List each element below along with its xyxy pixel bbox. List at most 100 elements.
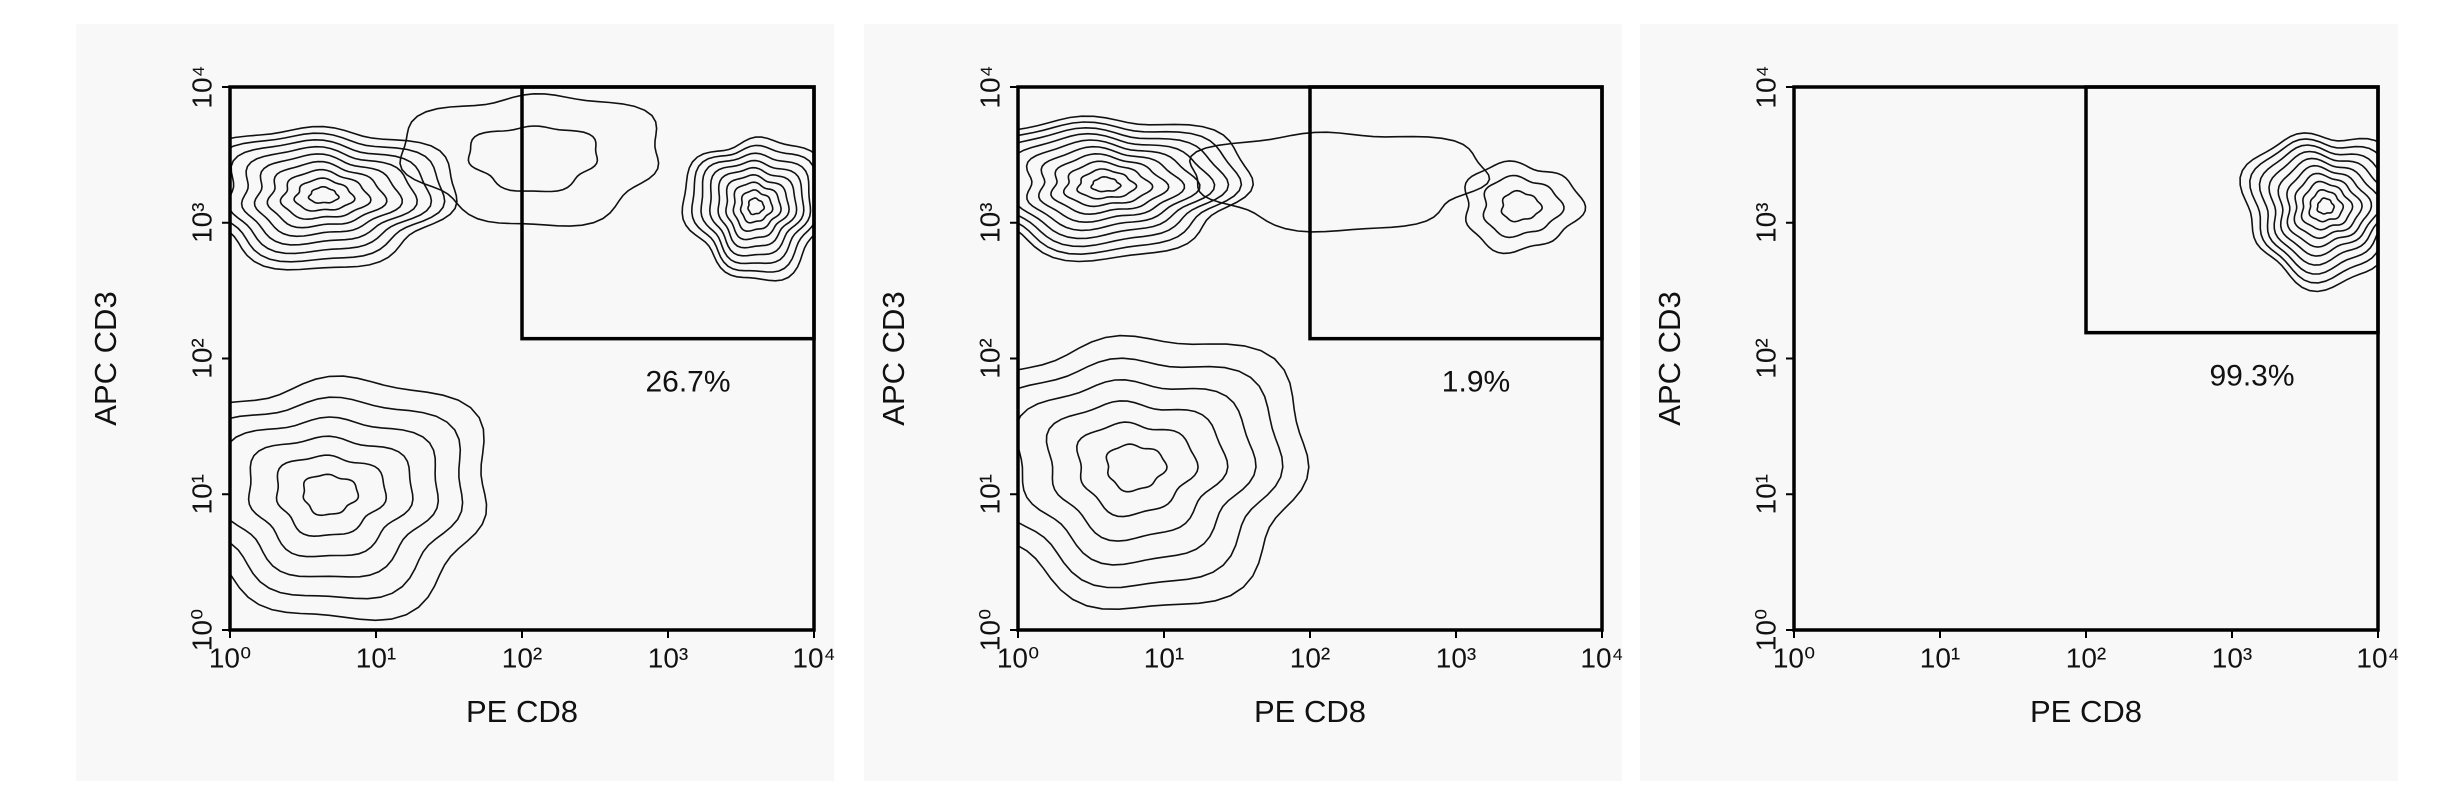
contour-line: [690, 144, 814, 273]
contour-line: [2308, 188, 2345, 223]
x-tick-label: 10²: [2066, 642, 2106, 673]
contour-line: [293, 177, 356, 212]
contour-line: [399, 92, 660, 227]
y-axis-title: APC CD3: [1652, 291, 1687, 425]
contour-line: [1018, 334, 1310, 611]
panel: 1.9% 10⁰ 10¹ 10² 10³ 10⁴ 10⁰ 10¹ 10² 10³ 10⁴ PE CD8…: [864, 24, 1624, 781]
x-tick-label: 10³: [2212, 642, 2252, 673]
contour-line: [302, 473, 360, 517]
contours: [1018, 115, 1587, 611]
contours: [230, 92, 814, 622]
y-tick-label: 10³: [186, 203, 217, 243]
contour-line: [2277, 157, 2378, 257]
x-tick-label: 10⁰: [209, 642, 251, 673]
y-tick-label: 10⁴: [186, 65, 217, 108]
panel: 26.7% 10⁰ 10¹ 10² 10³ 10⁴ 10⁰ 10¹ 10² 10³ 10⁴ PE CD…: [76, 24, 836, 781]
contour-line: [2248, 138, 2378, 284]
y-tick-label: 10¹: [186, 474, 217, 514]
y-tick-label: 10²: [974, 338, 1005, 378]
gate: [1308, 85, 1604, 341]
x-tick-label: 10¹: [1144, 642, 1184, 673]
contour-line: [2239, 132, 2378, 293]
x-tick-label: 10¹: [356, 642, 396, 673]
contour-line: [708, 159, 805, 257]
contour-line: [275, 454, 388, 538]
y-tick-label: 10³: [1750, 203, 1781, 243]
contour-line: [1188, 131, 1491, 233]
contour-line: [725, 173, 790, 241]
panel-background: [1640, 24, 2398, 781]
gate-label: 1.9%: [1442, 366, 1510, 399]
contour-line: [230, 125, 458, 271]
y-tick-label: 10²: [186, 338, 217, 378]
y-tick-label: 10⁰: [974, 609, 1005, 651]
contours: [2239, 132, 2378, 293]
contour-line: [230, 396, 464, 600]
y-axis-title: APC CD3: [88, 291, 123, 425]
x-tick-label: 10³: [1436, 642, 1476, 673]
x-tick-label: 10⁴: [2356, 642, 2399, 673]
contour-line: [732, 181, 782, 233]
y-tick-label: 10⁰: [186, 609, 217, 651]
contour-line: [1075, 421, 1199, 518]
panel-background: [864, 24, 1622, 781]
contour-line: [1037, 145, 1186, 224]
gate: [520, 85, 816, 341]
contour-line: [230, 132, 446, 263]
contour-line: [1482, 174, 1565, 239]
x-tick-label: 10⁴: [1580, 642, 1623, 673]
x-axis-title: PE CD8: [466, 694, 578, 729]
contour-line: [247, 435, 414, 558]
contour-line: [1018, 121, 1243, 256]
contour-line: [1018, 115, 1255, 263]
contour-line: [1500, 189, 1544, 223]
contour-line: [307, 186, 340, 204]
x-tick-label: 10³: [648, 642, 688, 673]
contour-line: [1076, 168, 1138, 200]
contour-line: [467, 125, 599, 193]
contour-line: [2286, 164, 2373, 248]
x-axis-title: PE CD8: [2030, 694, 2142, 729]
contour-line: [1025, 139, 1201, 232]
contour-line: [1018, 357, 1284, 589]
panel: 99.3% 10⁰ 10¹ 10² 10³ 10⁴ 10⁰ 10¹ 10² 10³ 10⁴ PE CD…: [1640, 24, 2400, 781]
contour-line: [1105, 443, 1168, 493]
contour-line: [240, 145, 419, 246]
contour-line: [700, 152, 812, 265]
x-tick-label: 10²: [1290, 642, 1330, 673]
contour-line: [253, 153, 404, 238]
contour-line: [2300, 180, 2354, 231]
y-tick-label: 10¹: [1750, 474, 1781, 514]
contour-line: [739, 189, 774, 224]
contour-line: [279, 168, 372, 221]
y-axis-title: APC CD3: [876, 291, 911, 425]
y-tick-label: 10⁰: [1750, 609, 1781, 651]
contour-line: [2293, 172, 2363, 240]
gate-label: 99.3%: [2209, 360, 2294, 393]
gate: [2084, 85, 2380, 335]
contour-line: [266, 160, 388, 229]
contour-line: [2316, 197, 2336, 215]
y-tick-label: 10⁴: [974, 65, 1005, 108]
x-axis-title: PE CD8: [1254, 694, 1366, 729]
contour-line: [2258, 144, 2378, 275]
gate-label: 26.7%: [645, 366, 730, 399]
contour-line: [230, 416, 440, 578]
contour-line: [717, 166, 798, 249]
contour-line: [1090, 175, 1122, 193]
y-tick-label: 10²: [1750, 338, 1781, 378]
contour-line: [1045, 400, 1229, 542]
contour-line: [747, 197, 765, 216]
x-tick-label: 10⁰: [997, 642, 1039, 673]
panel-background: [76, 24, 834, 781]
contour-line: [2268, 150, 2378, 266]
contour-line: [1062, 160, 1154, 208]
x-tick-label: 10⁰: [1773, 642, 1815, 673]
contour-line: [1018, 378, 1257, 566]
y-tick-label: 10¹: [974, 474, 1005, 514]
x-tick-label: 10⁴: [792, 642, 835, 673]
contour-line: [230, 375, 488, 622]
x-tick-label: 10¹: [1920, 642, 1960, 673]
